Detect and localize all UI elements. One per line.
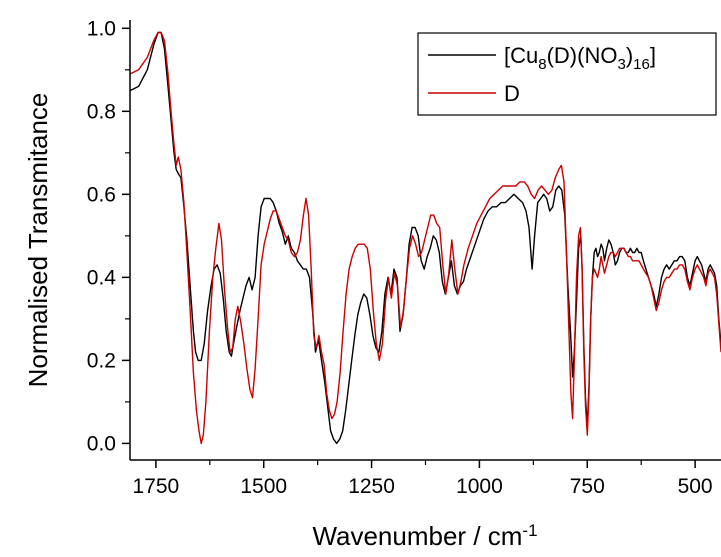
x-tick-label: 750 — [570, 475, 605, 498]
x-tick-label: 1750 — [133, 475, 180, 498]
x-tick-label: 1000 — [456, 475, 503, 498]
y-tick-label: 0.0 — [87, 432, 116, 455]
y-tick-label: 0.4 — [87, 266, 117, 289]
axes-layer: 1750 1500 1250 1000 750 500 0.0 0.2 0.4 0.6 0.8 1.0 — [87, 17, 721, 498]
legend: [Cu8(D)(NO3)16] D — [417, 32, 717, 116]
x-tick-label: 1500 — [240, 475, 287, 498]
y-tick-label: 0.2 — [87, 349, 116, 372]
x-axis-title-text: Wavenumber / cm — [312, 521, 522, 551]
x-tick-label: 500 — [678, 475, 713, 498]
legend-label-0: [Cu8(D)(NO3)16] — [504, 43, 656, 73]
y-tick-label: 0.6 — [87, 183, 116, 206]
y-tick-label: 1.0 — [87, 17, 116, 40]
series-line-0 — [130, 31, 721, 445]
legend-box — [417, 32, 717, 116]
series-line-1 — [130, 31, 721, 445]
x-axis-title-superscript: -1 — [522, 521, 537, 540]
legend-label-1: D — [504, 81, 520, 106]
y-tick-label: 0.8 — [87, 100, 116, 123]
x-tick-label: 1250 — [348, 475, 395, 498]
series-layer — [130, 31, 721, 445]
x-axis-title: Wavenumber / cm-1 — [312, 521, 537, 552]
y-axis-title: Normalised Transmitance — [23, 93, 53, 388]
